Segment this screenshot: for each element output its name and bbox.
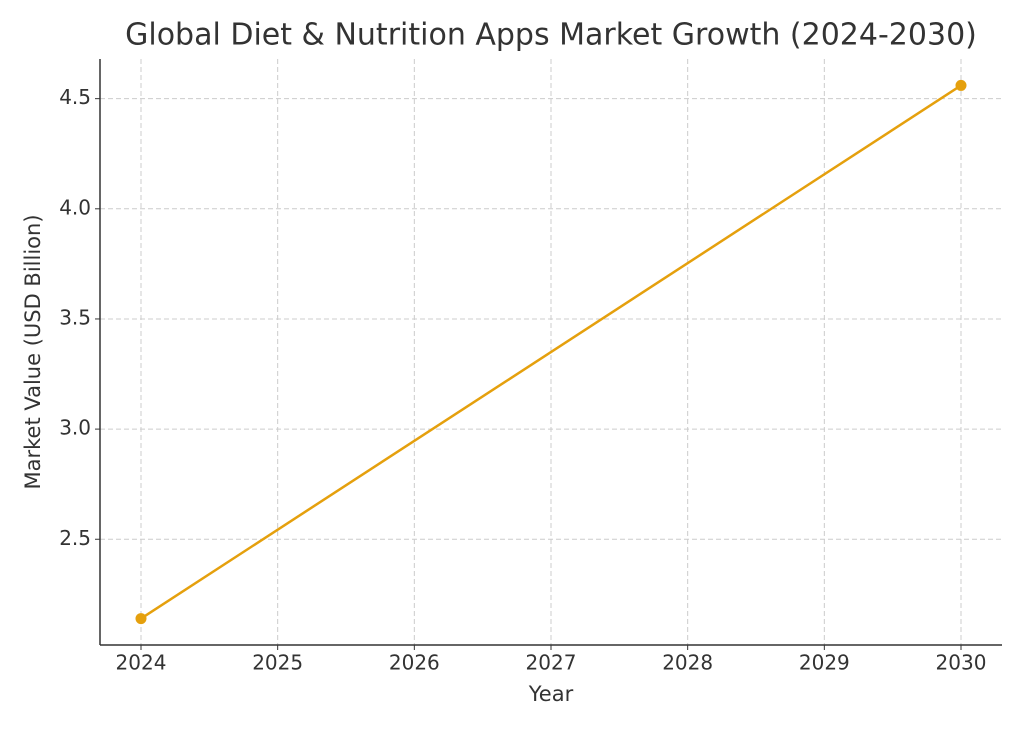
data-point — [135, 613, 147, 625]
x-tick-label: 2029 — [799, 651, 850, 675]
y-tick-label: 4.0 — [59, 195, 91, 219]
y-axis-label: Market Value (USD Billion) — [21, 214, 45, 489]
y-tick-label: 3.5 — [59, 305, 91, 329]
y-tick-label: 3.0 — [59, 416, 91, 440]
x-tick-label: 2027 — [526, 651, 577, 675]
y-tick-label: 4.5 — [59, 85, 91, 109]
series-line — [140, 84, 962, 620]
data-point — [955, 79, 967, 91]
chart-title: Global Diet & Nutrition Apps Market Grow… — [125, 18, 977, 53]
x-tick-label: 2026 — [389, 651, 440, 675]
x-axis-label: Year — [528, 682, 574, 706]
x-tick-label: 2024 — [116, 651, 167, 675]
x-tick-label: 2030 — [936, 651, 987, 675]
y-tick-label: 2.5 — [59, 526, 91, 550]
x-tick-label: 2025 — [252, 651, 303, 675]
x-tick-label: 2028 — [662, 651, 713, 675]
